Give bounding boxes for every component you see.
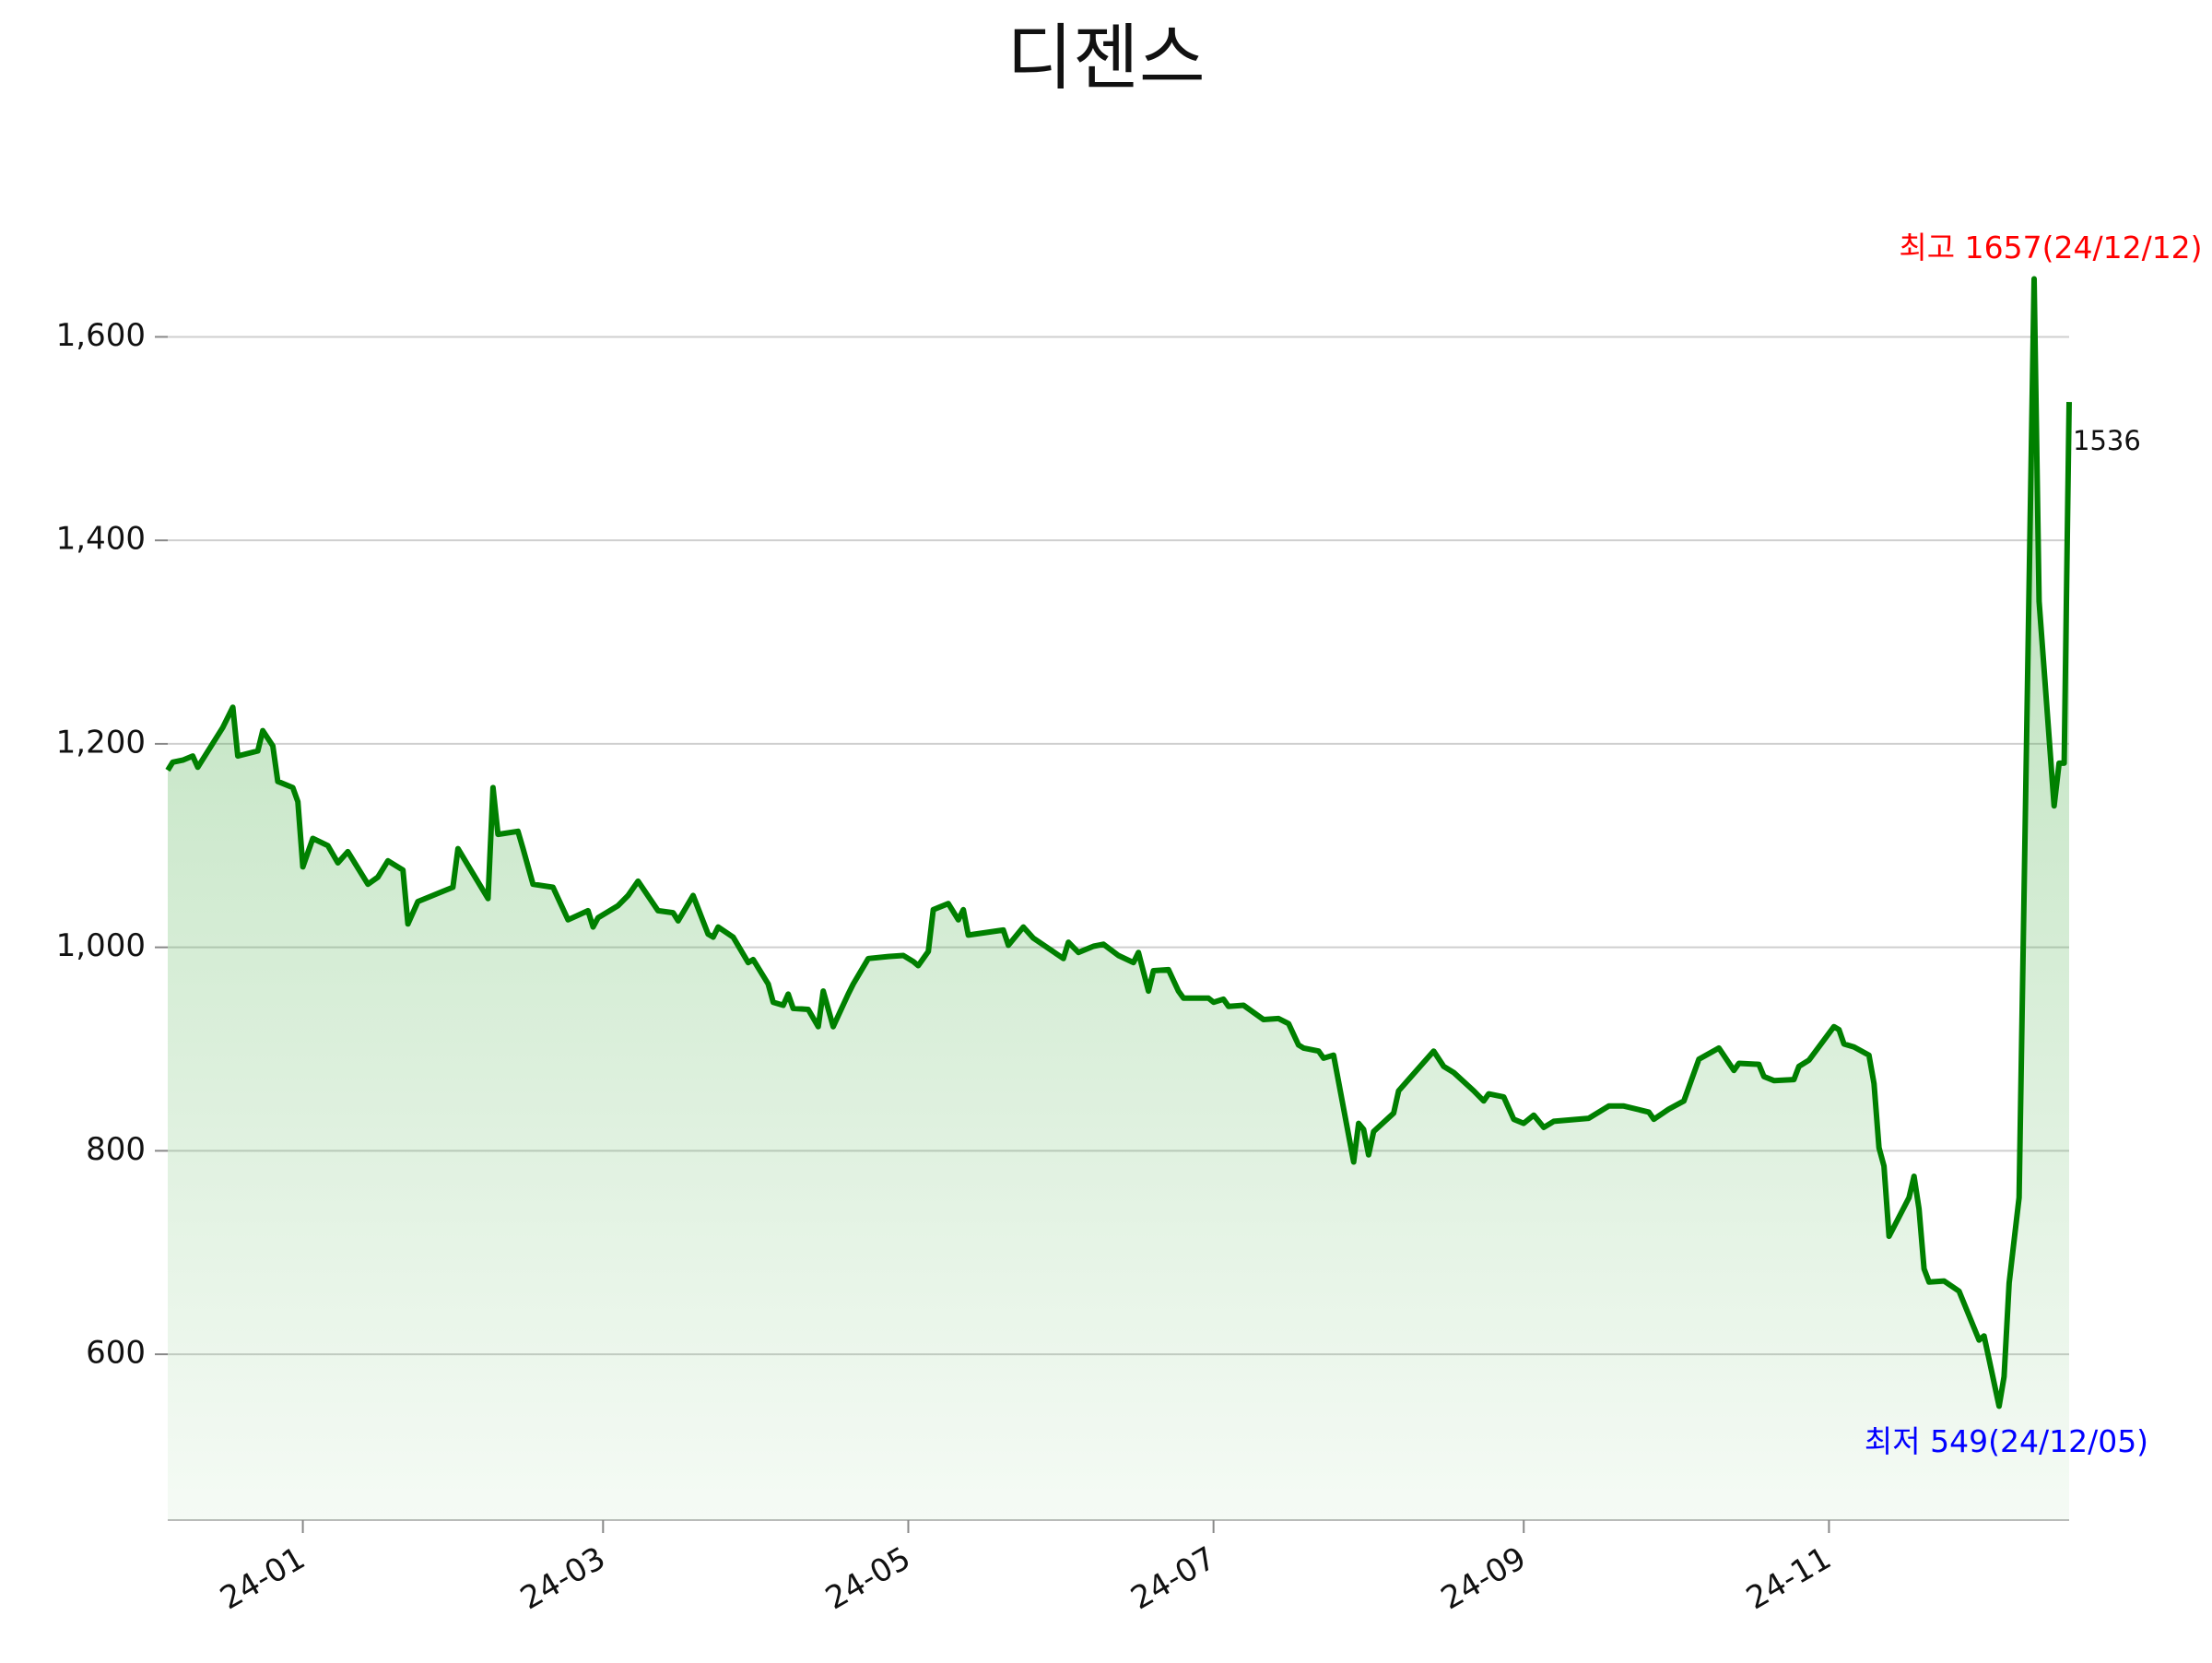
x-tick-label: 24-09 bbox=[1435, 1539, 1533, 1617]
y-tick-label: 1,400 bbox=[56, 521, 146, 558]
x-tick-label: 24-03 bbox=[514, 1539, 612, 1617]
x-tick-label: 24-01 bbox=[214, 1539, 312, 1617]
area-fill bbox=[168, 278, 2069, 1520]
y-tick-label: 1,200 bbox=[56, 724, 146, 761]
last-value-label: 1536 bbox=[2073, 425, 2141, 456]
low-annotation: 최저 549(24/12/05) bbox=[1865, 1423, 2148, 1459]
y-tick-label: 1,000 bbox=[56, 927, 146, 964]
price-line bbox=[165, 276, 2072, 1409]
y-tick-label: 1,600 bbox=[56, 317, 146, 354]
x-tick-label: 24-05 bbox=[819, 1539, 917, 1617]
x-tick-label: 24-07 bbox=[1124, 1539, 1222, 1617]
high-annotation: 최고 1657(24/12/12) bbox=[1899, 230, 2202, 265]
y-tick-label: 800 bbox=[86, 1131, 146, 1168]
chart-title: 디젠스 bbox=[1006, 17, 1205, 100]
y-tick-label: 600 bbox=[86, 1335, 146, 1372]
x-tick-label: 24-11 bbox=[1740, 1539, 1838, 1617]
